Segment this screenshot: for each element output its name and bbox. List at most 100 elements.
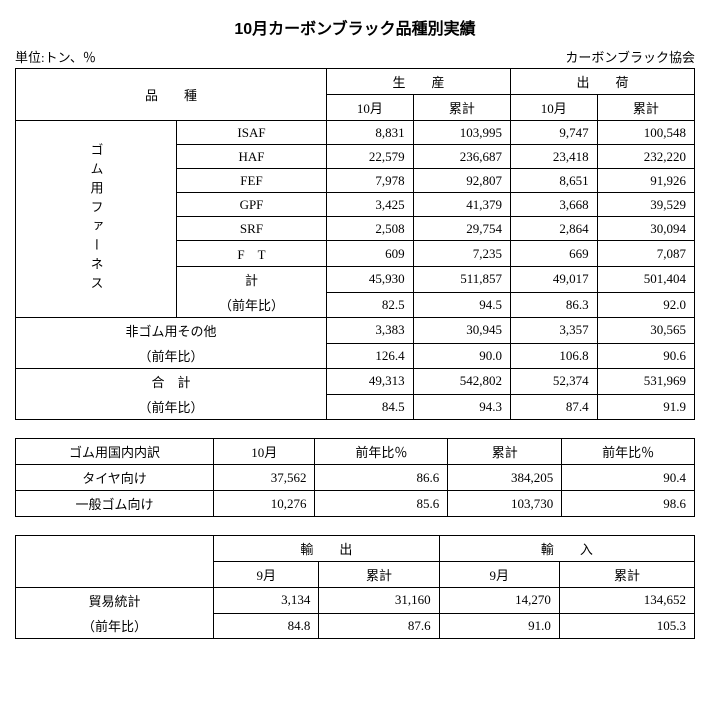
cell: 501,404 [597,267,694,293]
cell: 90.4 [562,465,695,491]
rubber-group-label: ゴム用ファーネス [16,121,177,318]
cell: 52,374 [510,369,597,395]
cell: 103,995 [413,121,510,145]
cell: 3,134 [214,588,319,614]
cell: 49,313 [327,369,414,395]
row-label: ISAF [177,121,327,145]
cell: 91.0 [439,613,559,639]
cell: 22,579 [327,145,414,169]
cell: 87.4 [510,394,597,420]
cell: 8,651 [510,169,597,193]
cell: 98.6 [562,491,695,517]
cell: 9,747 [510,121,597,145]
cell: 105.3 [559,613,694,639]
cell: 23,418 [510,145,597,169]
cell: 103,730 [448,491,562,517]
row-label: F T [177,241,327,267]
cell: 232,220 [597,145,694,169]
hdr-trade-blank [16,536,214,588]
cell: 30,094 [597,217,694,241]
subtotal-yoy-label: （前年比） [177,292,327,318]
hdr-dom-month: 10月 [214,439,315,465]
nonrubber-yoy-label: （前年比） [16,343,327,369]
cell: 41,379 [413,193,510,217]
row-label: 一般ゴム向け [16,491,214,517]
cell: 384,205 [448,465,562,491]
unit-label: 単位:トン、％ [15,47,96,66]
cell: 30,565 [597,318,694,344]
trade-label: 貿易統計 [16,588,214,614]
cell: 3,425 [327,193,414,217]
cell: 85.6 [315,491,448,517]
hdr-imp-month: 9月 [439,562,559,588]
hdr-ship-month: 10月 [510,95,597,121]
hdr-kind: 品 種 [16,69,327,121]
cell: 49,017 [510,267,597,293]
cell: 84.8 [214,613,319,639]
cell: 90.0 [413,343,510,369]
hdr-import: 輸 入 [439,536,694,562]
cell: 134,652 [559,588,694,614]
row-label: HAF [177,145,327,169]
meta-row: 単位:トン、％ カーボンブラック協会 [15,47,695,66]
cell: 87.6 [319,613,439,639]
hdr-dom-cum: 累計 [448,439,562,465]
hdr-ship-cum: 累計 [597,95,694,121]
cell: 7,978 [327,169,414,193]
hdr-exp-cum: 累計 [319,562,439,588]
cell: 7,235 [413,241,510,267]
cell: 236,687 [413,145,510,169]
hdr-prod: 生 産 [327,69,511,95]
cell: 2,508 [327,217,414,241]
total-label: 合 計 [16,369,327,395]
table-domestic: ゴム用国内内訳 10月 前年比％ 累計 前年比％ タイヤ向け 37,562 86… [15,438,695,517]
source-label: カーボンブラック協会 [565,47,695,66]
cell: 91.9 [597,394,694,420]
table-main: 品 種 生 産 出 荷 10月 累計 10月 累計 ゴム用ファーネス ISAF … [15,68,695,420]
cell: 10,276 [214,491,315,517]
cell: 94.3 [413,394,510,420]
cell: 3,383 [327,318,414,344]
trade-yoy-label: （前年比） [16,613,214,639]
cell: 82.5 [327,292,414,318]
cell: 8,831 [327,121,414,145]
row-label: タイヤ向け [16,465,214,491]
hdr-dom-yoy: 前年比％ [315,439,448,465]
row-label: GPF [177,193,327,217]
hdr-domestic: ゴム用国内内訳 [16,439,214,465]
cell: 531,969 [597,369,694,395]
cell: 29,754 [413,217,510,241]
row-label: SRF [177,217,327,241]
cell: 126.4 [327,343,414,369]
cell: 84.5 [327,394,414,420]
cell: 14,270 [439,588,559,614]
hdr-dom-cumyoy: 前年比％ [562,439,695,465]
hdr-exp-month: 9月 [214,562,319,588]
hdr-imp-cum: 累計 [559,562,694,588]
cell: 7,087 [597,241,694,267]
cell: 3,668 [510,193,597,217]
cell: 91,926 [597,169,694,193]
cell: 542,802 [413,369,510,395]
cell: 609 [327,241,414,267]
cell: 106.8 [510,343,597,369]
table-trade: 輸 出 輸 入 9月 累計 9月 累計 貿易統計 3,134 31,160 14… [15,535,695,639]
cell: 94.5 [413,292,510,318]
cell: 45,930 [327,267,414,293]
row-label: FEF [177,169,327,193]
cell: 30,945 [413,318,510,344]
cell: 39,529 [597,193,694,217]
cell: 86.3 [510,292,597,318]
cell: 92.0 [597,292,694,318]
subtotal-label: 計 [177,267,327,293]
cell: 92,807 [413,169,510,193]
hdr-prod-month: 10月 [327,95,414,121]
hdr-export: 輸 出 [214,536,440,562]
total-yoy-label: （前年比） [16,394,327,420]
nonrubber-label: 非ゴム用その他 [16,318,327,344]
cell: 31,160 [319,588,439,614]
cell: 100,548 [597,121,694,145]
cell: 3,357 [510,318,597,344]
cell: 86.6 [315,465,448,491]
hdr-ship: 出 荷 [510,69,694,95]
